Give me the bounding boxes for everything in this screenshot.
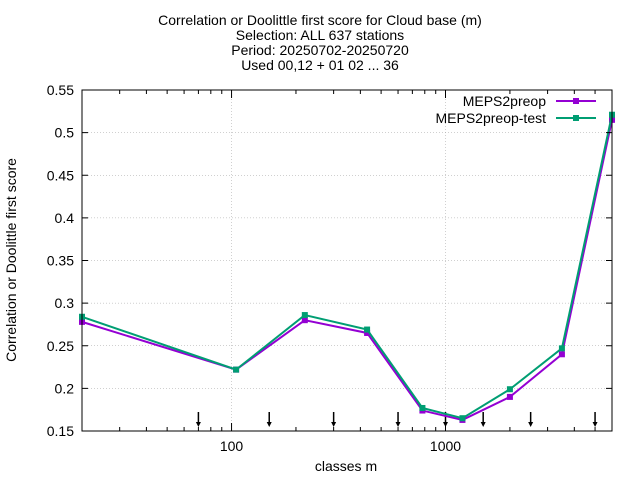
data-point <box>558 345 565 352</box>
data-point <box>301 312 308 319</box>
plot-frame <box>81 89 613 432</box>
series-1 <box>79 116 615 423</box>
y-tick-label: 0.5 <box>55 125 75 141</box>
data-point <box>459 415 466 422</box>
arrow-head <box>266 422 272 427</box>
legend-marker <box>573 98 579 104</box>
legend-label: MEPS2preop-test <box>436 110 547 126</box>
data-point <box>301 317 308 324</box>
y-tick-label: 0.55 <box>47 82 74 98</box>
data-point <box>558 351 565 358</box>
x-tick-label: 1000 <box>430 438 461 454</box>
data-point <box>233 366 240 373</box>
data-point <box>506 393 513 400</box>
data-point <box>419 404 426 411</box>
y-tick-label: 0.15 <box>47 423 74 439</box>
x-axis-label: classes m <box>315 458 377 474</box>
arrow-head <box>592 422 598 427</box>
y-axis-label: Correlation or Doolittle first score <box>3 158 19 362</box>
axis-ticks: 0.15 0.2 0.25 0.3 0.35 0.4 0.45 0.5 0.55 100 1000 <box>47 82 613 454</box>
arrow-marker <box>195 412 201 427</box>
arrow-marker <box>331 412 337 427</box>
series-line <box>81 119 613 421</box>
y-tick-label: 0.45 <box>47 167 74 183</box>
arrow-head <box>195 422 201 427</box>
arrow-head <box>480 422 486 427</box>
x-tick-label: 100 <box>220 438 244 454</box>
y-tick-label: 0.35 <box>47 253 74 269</box>
y-tick-label: 0.2 <box>55 380 75 396</box>
series-lines <box>79 111 615 423</box>
data-point <box>364 329 371 336</box>
arrow-head <box>331 422 337 427</box>
arrow-marker <box>266 412 272 427</box>
legend-entry-1: MEPS2preop <box>463 93 596 109</box>
series-line <box>81 114 613 420</box>
series-2 <box>79 111 615 422</box>
arrow-marker <box>528 412 534 427</box>
arrow-head <box>395 422 401 427</box>
chart-title-line-4: Used 00,12 + 01 02 ... 36 <box>241 57 399 73</box>
chart-title-line-3: Period: 20250702-20250720 <box>231 42 409 58</box>
arrow-marker <box>480 412 486 427</box>
arrow-markers <box>195 412 598 427</box>
data-point <box>506 386 513 393</box>
legend-entry-2: MEPS2preop-test <box>436 110 596 126</box>
y-tick-label: 0.25 <box>47 338 74 354</box>
y-tick-label: 0.3 <box>55 295 75 311</box>
data-point <box>364 326 371 333</box>
grid-lines <box>82 90 612 431</box>
y-tick-label: 0.4 <box>55 210 75 226</box>
chart-title-line-2: Selection: ALL 637 stations <box>235 27 405 43</box>
arrow-marker <box>592 412 598 427</box>
legend-label: MEPS2preop <box>463 93 546 109</box>
arrow-head <box>528 422 534 427</box>
arrow-marker <box>395 412 401 427</box>
chart-title-line-1: Correlation or Doolittle first score for… <box>158 12 482 28</box>
legend-marker <box>573 115 579 121</box>
